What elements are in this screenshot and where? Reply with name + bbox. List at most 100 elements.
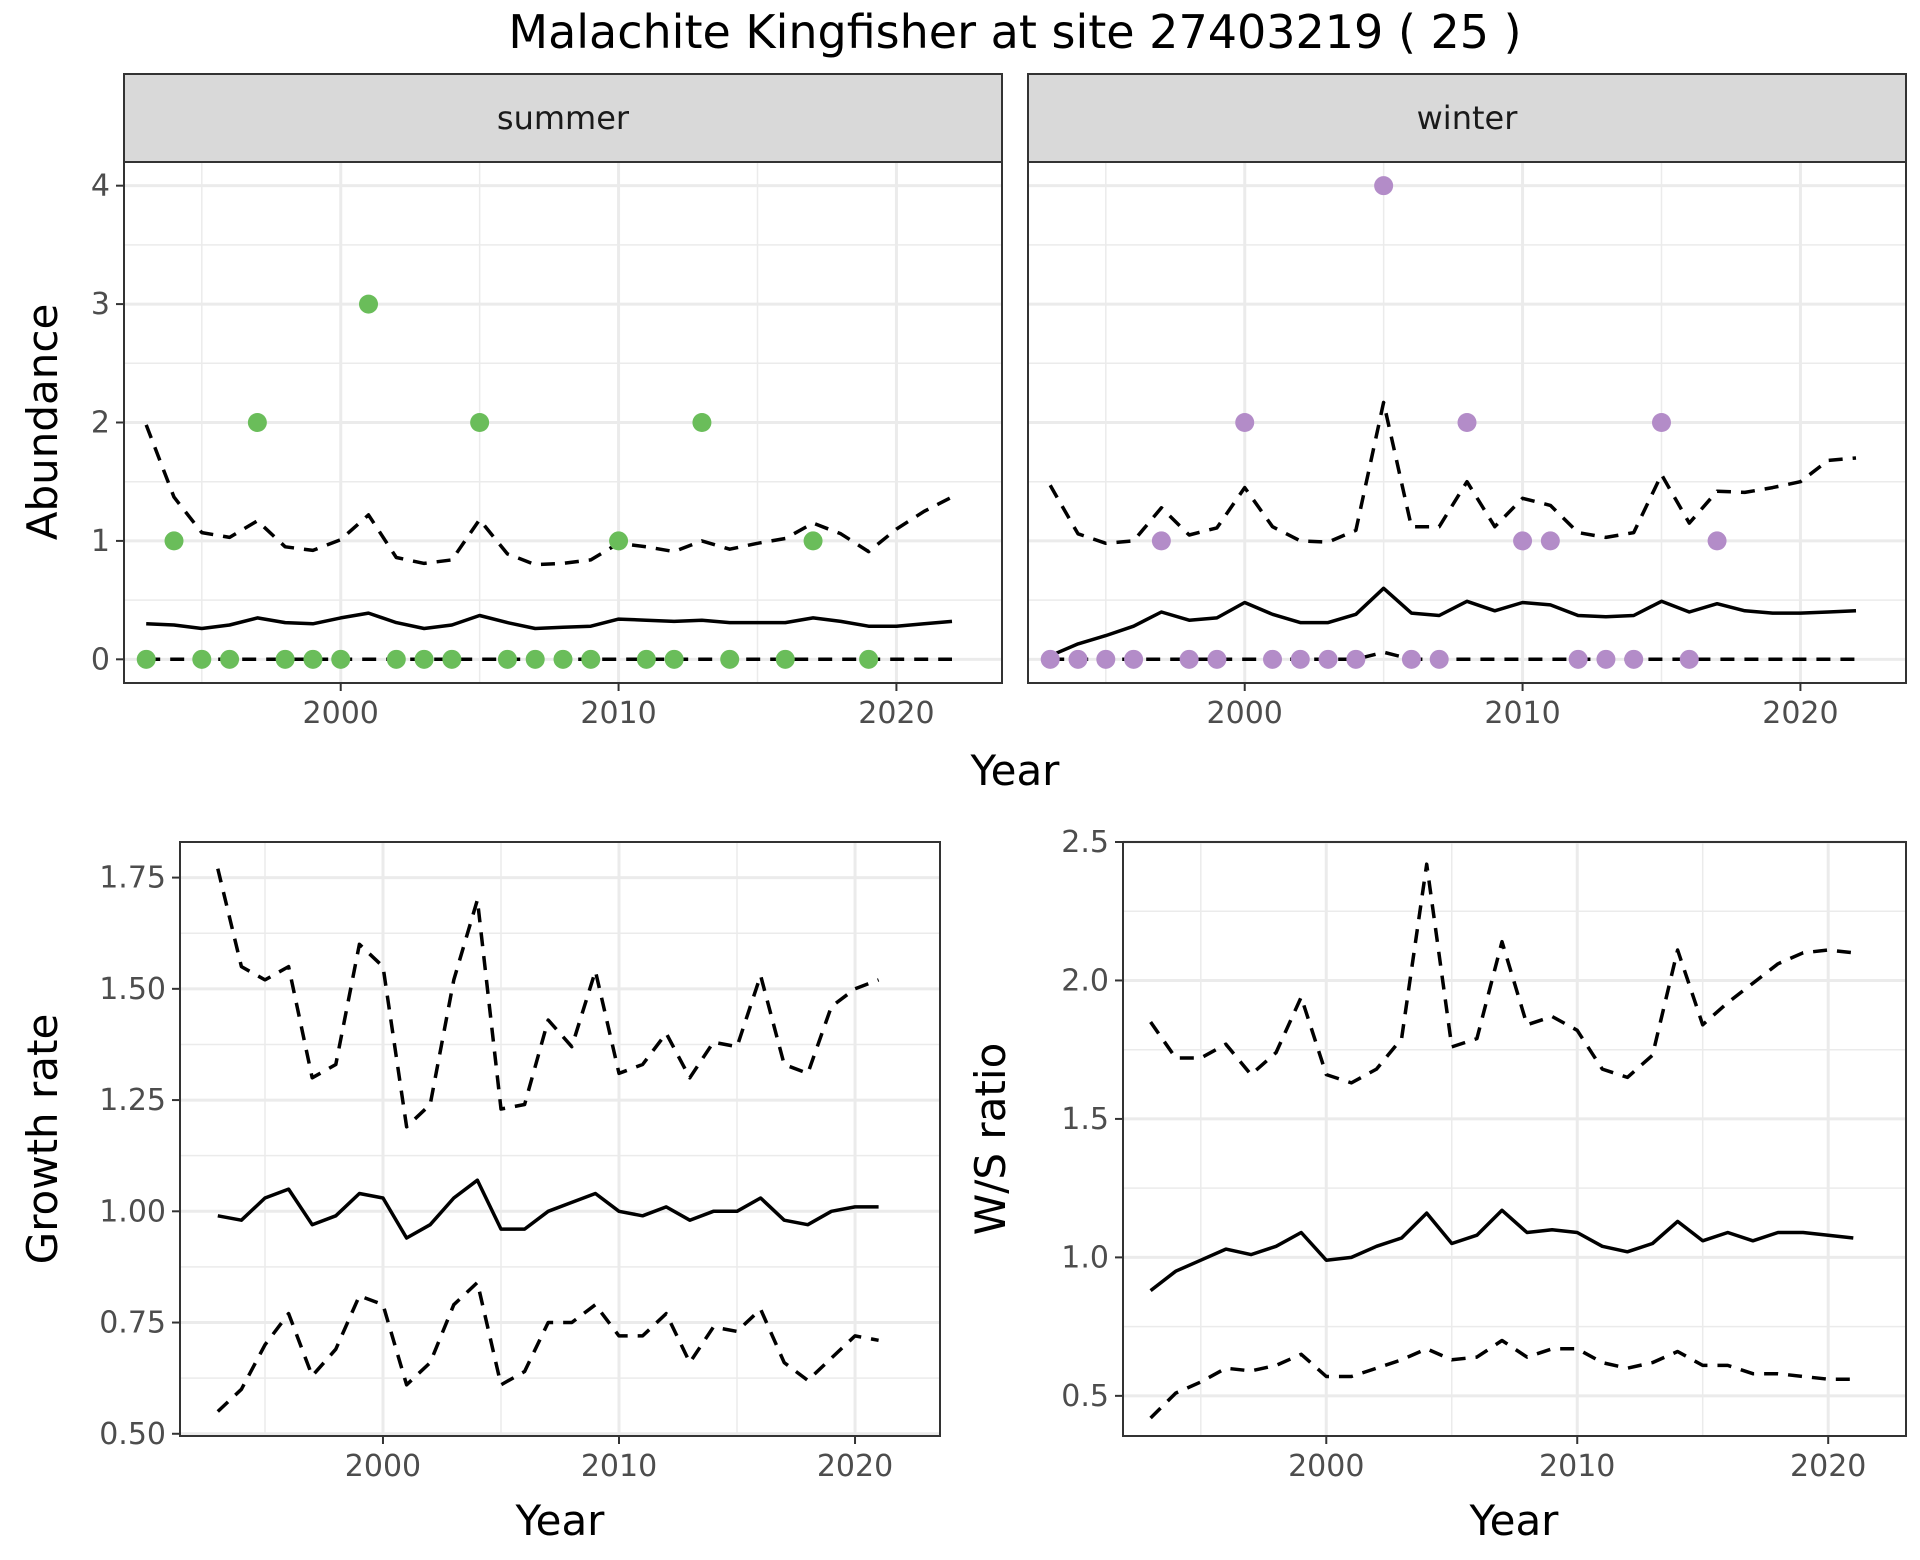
data-point: [303, 649, 323, 669]
series-lower-line: [216, 1280, 879, 1413]
data-point: [331, 649, 351, 669]
top-y-axis-label: Abundance: [18, 304, 67, 541]
data-point: [664, 649, 684, 669]
y-tick-label: 2.5: [1061, 825, 1109, 860]
y-tick-label: 1.5: [1061, 1102, 1109, 1137]
data-point: [1290, 649, 1310, 669]
y-tick-label: 0.75: [99, 1306, 166, 1341]
series-upper-line: [1149, 862, 1854, 1085]
x-tick-label: 2000: [1288, 1449, 1364, 1484]
series-upper-line: [216, 868, 880, 1129]
data-point: [1679, 649, 1699, 669]
data-point: [553, 649, 573, 669]
data-point: [609, 531, 629, 551]
y-tick-label: 3: [91, 287, 110, 322]
data-point: [1318, 649, 1338, 669]
data-point: [442, 649, 462, 669]
x-tick-label: 2020: [1762, 696, 1838, 731]
series-lower-line: [1050, 650, 1856, 662]
y-axis-label: Growth rate: [18, 1014, 67, 1265]
data-point: [497, 649, 517, 669]
data-point: [1040, 649, 1060, 669]
y-axis-label: W/S ratio: [966, 1043, 1015, 1236]
panel-frame: [179, 841, 941, 1437]
data-point: [1096, 649, 1116, 669]
data-point: [1568, 649, 1588, 669]
x-tick-label: 2000: [303, 696, 379, 731]
x-tick-label: 2000: [345, 1449, 421, 1484]
y-tick-label: 1: [91, 524, 110, 559]
x-axis-label: Year: [515, 1496, 606, 1545]
data-point: [859, 649, 879, 669]
y-tick-label: 4: [91, 169, 110, 204]
data-point: [1068, 649, 1088, 669]
data-point: [1151, 531, 1171, 551]
data-point: [636, 649, 656, 669]
data-point: [1374, 176, 1394, 196]
series-mean-line: [1149, 1208, 1854, 1292]
x-tick-label: 2020: [858, 696, 934, 731]
y-tick-label: 1.25: [99, 1083, 166, 1118]
data-point: [359, 294, 379, 314]
data-point: [1429, 649, 1449, 669]
data-point: [775, 649, 795, 669]
data-point: [1513, 531, 1533, 551]
x-tick-label: 2000: [1207, 696, 1283, 731]
data-point: [275, 649, 295, 669]
x-tick-label: 2010: [1484, 696, 1560, 731]
data-point: [1540, 531, 1560, 551]
y-tick-label: 1.50: [99, 972, 166, 1007]
data-point: [220, 649, 240, 669]
y-tick-label: 2.0: [1061, 963, 1109, 998]
y-tick-label: 1.0: [1061, 1240, 1109, 1275]
series-lower-line: [1149, 1338, 1854, 1420]
y-tick-label: 2: [91, 406, 110, 441]
panel-frame: [1027, 161, 1907, 684]
y-tick-label: 1.75: [99, 861, 166, 896]
data-point: [1263, 649, 1283, 669]
series-mean-line: [146, 611, 953, 631]
panel-frame: [1122, 841, 1907, 1437]
data-point: [692, 413, 712, 432]
data-point: [1624, 649, 1644, 669]
y-tick-label: 0.5: [1061, 1379, 1109, 1414]
summer-panel: summer 2000 2010 2020 0 1 2 3 4: [91, 73, 1003, 731]
top-x-axis-label: Year: [970, 746, 1061, 795]
data-point: [720, 649, 740, 669]
data-point: [136, 649, 156, 669]
data-point: [192, 649, 212, 669]
data-point: [581, 649, 601, 669]
data-point: [1707, 531, 1727, 551]
data-point: [247, 413, 267, 432]
data-point: [1235, 413, 1255, 432]
series-upper-line: [1048, 400, 1857, 546]
x-tick-label: 2010: [581, 1449, 657, 1484]
data-point: [1124, 649, 1144, 669]
facet-strip: [1027, 73, 1907, 163]
y-tick-label: 0: [91, 642, 110, 677]
x-tick-label: 2020: [817, 1449, 893, 1484]
x-tick-label: 2020: [1790, 1449, 1866, 1484]
data-point: [470, 413, 490, 432]
ws-ratio-panel: 2000 2010 2020 0.5 1.0 1.5 2.0 2.5 Year W/S ratio: [966, 825, 1907, 1545]
data-point: [1401, 649, 1421, 669]
data-point: [386, 649, 406, 669]
facet-strip: [123, 73, 1003, 163]
data-point: [1651, 413, 1671, 432]
growth-rate-panel: 2000 2010 2020 0.50 0.75 1.00 1.25 1.50 1.75 Year…: [18, 841, 941, 1545]
data-point: [1457, 413, 1477, 432]
data-point: [1346, 649, 1366, 669]
x-tick-label: 2010: [580, 696, 656, 731]
data-point: [1179, 649, 1199, 669]
facet-strip-label: winter: [1417, 99, 1519, 137]
figure-title: Malachite Kingfisher at site 27403219 ( …: [508, 5, 1521, 59]
data-point: [525, 649, 545, 669]
facet-strip-label: summer: [497, 99, 630, 137]
series-mean-line: [217, 1178, 879, 1240]
x-tick-label: 2010: [1539, 1449, 1615, 1484]
y-tick-label: 1.00: [99, 1194, 166, 1229]
data-point: [1207, 649, 1227, 669]
winter-panel: winter 2000 2010 2020: [1027, 73, 1907, 731]
